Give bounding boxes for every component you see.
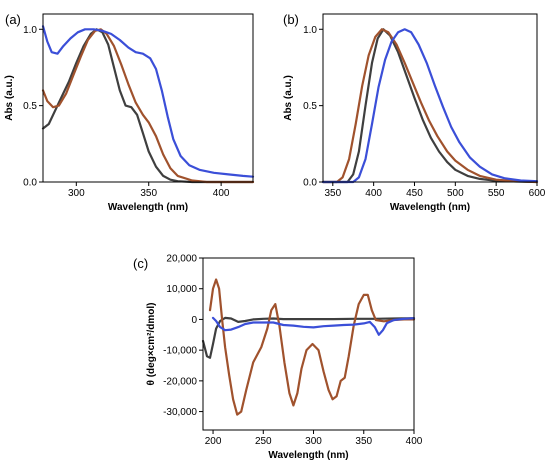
panel-b-emission-chart: (b) 350 400 450 500 550 600 0.0 0.5 1.0 Wavelength…	[283, 12, 546, 213]
panel-a-x-tick-label: 350	[140, 188, 157, 199]
panel-b-x-tick-label: 350	[324, 188, 341, 199]
panel-c-y-axis-label: θ (deg×cm²/dmol)	[146, 303, 157, 386]
panel-c-x-tick-label: 400	[406, 436, 423, 447]
panel-c-y-tick-label: 10,000	[166, 284, 197, 295]
panel-a-x-tick-label: 400	[213, 188, 230, 199]
panel-c-x-axis-label: Wavelength (nm)	[268, 450, 348, 461]
panel-a-x-tick-label: 300	[68, 188, 85, 199]
panel-a-series-2-line	[41, 28, 255, 184]
panel-c-label: (c)	[133, 256, 148, 271]
panel-b-x-tick-label: 550	[488, 188, 505, 199]
panel-b-plot-frame	[322, 13, 538, 183]
panel-a-label: (a)	[5, 12, 21, 27]
panel-b-x-tick-label: 600	[529, 188, 546, 199]
panel-b-x-tick-label: 400	[365, 188, 382, 199]
panel-b-label: (b)	[283, 12, 299, 27]
panel-a-series-1-line	[41, 28, 255, 184]
panel-a-series-3-line	[41, 25, 255, 178]
panel-b-x-axis-label: Wavelength (nm)	[390, 202, 470, 213]
panel-b-series-1-line	[321, 28, 539, 184]
panel-c-plot-frame	[202, 257, 415, 431]
panel-b-y-tick-label: 0.0	[303, 178, 317, 189]
panel-a-y-tick-label: 0.0	[23, 178, 37, 189]
panel-c-series-3-line	[211, 316, 416, 336]
panel-c-y-tick-label: -10,000	[163, 346, 197, 357]
panel-a-x-axis-label: Wavelength (nm)	[108, 202, 188, 213]
panel-c-x-tick-label: 200	[205, 436, 222, 447]
panel-c-y-tick-label: 20,000	[166, 254, 197, 265]
panel-b-x-tick-label: 500	[447, 188, 464, 199]
panel-b-y-tick-label: 1.0	[303, 25, 317, 36]
panel-c-x-tick-label: 300	[305, 436, 322, 447]
panel-c-y-tick-label: -30,000	[163, 407, 197, 418]
panel-b-x-tick-label: 450	[406, 188, 423, 199]
panel-c-x-tick-label: 350	[355, 436, 372, 447]
panel-b-series-3-line	[321, 28, 539, 184]
panel-a-y-tick-label: 0.5	[23, 101, 37, 112]
panel-b-y-axis-label: Abs (a.u.)	[283, 75, 294, 121]
panel-a-plot-frame	[42, 13, 254, 183]
panel-a-y-axis-label: Abs (a.u.)	[4, 75, 15, 121]
panel-c-series-1-line	[201, 316, 416, 359]
panel-a-y-tick-label: 1.0	[23, 25, 37, 36]
panel-c-cd-spectrum-chart: (c) 200 250 300 350 400 20,000 10,000 0 -10,000 -2…	[133, 254, 423, 462]
panel-c-x-tick-label: 250	[255, 436, 272, 447]
panel-c-y-tick-label: 0	[191, 315, 197, 326]
panel-b-series-2-line	[321, 28, 539, 184]
panel-c-y-tick-label: -20,000	[163, 376, 197, 387]
panel-a-absorption-chart: (a) 300 350 400 0.0 0.5 1.0 Wavelength (nm) Abs …	[4, 12, 255, 213]
panel-b-y-tick-label: 0.5	[303, 101, 317, 112]
panel-c-series-2-line	[208, 278, 416, 416]
